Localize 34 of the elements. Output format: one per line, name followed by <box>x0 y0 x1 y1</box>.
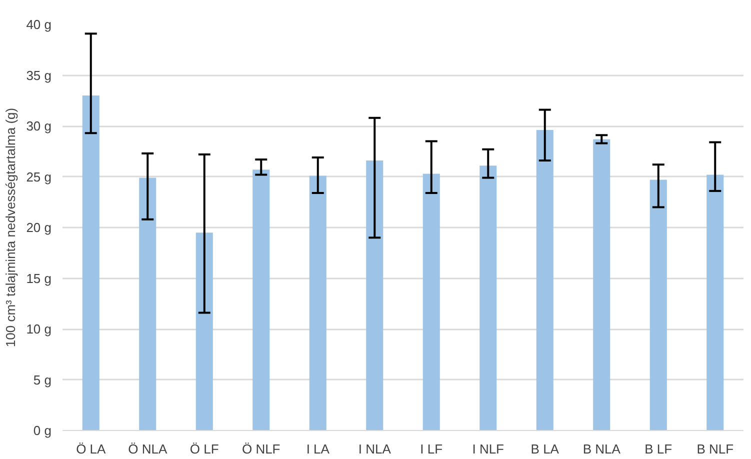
x-tick-label: I NLF <box>472 442 504 456</box>
y-tick-label: 15 g <box>26 270 52 286</box>
x-tick-label: Ö NLF <box>242 442 280 456</box>
y-tick-label: 0 g <box>33 423 52 438</box>
y-tick-label: 25 g <box>26 169 52 184</box>
bar <box>139 178 156 430</box>
x-tick-label: Ö NLA <box>128 442 168 456</box>
x-tick-label: B LF <box>644 442 672 456</box>
bar <box>706 174 724 430</box>
y-tick-label: 5 g <box>33 372 52 388</box>
bar <box>309 176 326 430</box>
bar <box>82 96 100 430</box>
bar <box>196 232 213 430</box>
x-tick-label: B NLA <box>582 442 621 456</box>
x-tick-label: I LF <box>420 442 443 456</box>
x-tick-label: Ö LA <box>76 442 106 456</box>
x-tick-label: I NLA <box>358 442 392 456</box>
bar <box>536 130 554 430</box>
bar <box>366 160 384 430</box>
y-axis-title: 100 cm³ talajminta nedvességtartalma (g) <box>3 108 18 348</box>
x-tick-label: B LA <box>530 442 560 456</box>
y-tick-label: 20 g <box>26 220 52 235</box>
x-tick-label: I LA <box>306 442 330 456</box>
bar <box>252 170 270 430</box>
y-tick-label: 40 g <box>26 17 52 32</box>
y-tick-label: 30 g <box>26 118 52 134</box>
x-tick-label: B NLF <box>696 442 734 456</box>
bar <box>480 166 497 430</box>
bar <box>593 139 610 430</box>
bar <box>650 180 667 430</box>
y-tick-label: 35 g <box>26 68 52 83</box>
bar <box>422 174 440 430</box>
y-tick-label: 10 g <box>26 322 52 336</box>
x-tick-label: Ö LF <box>190 442 219 456</box>
